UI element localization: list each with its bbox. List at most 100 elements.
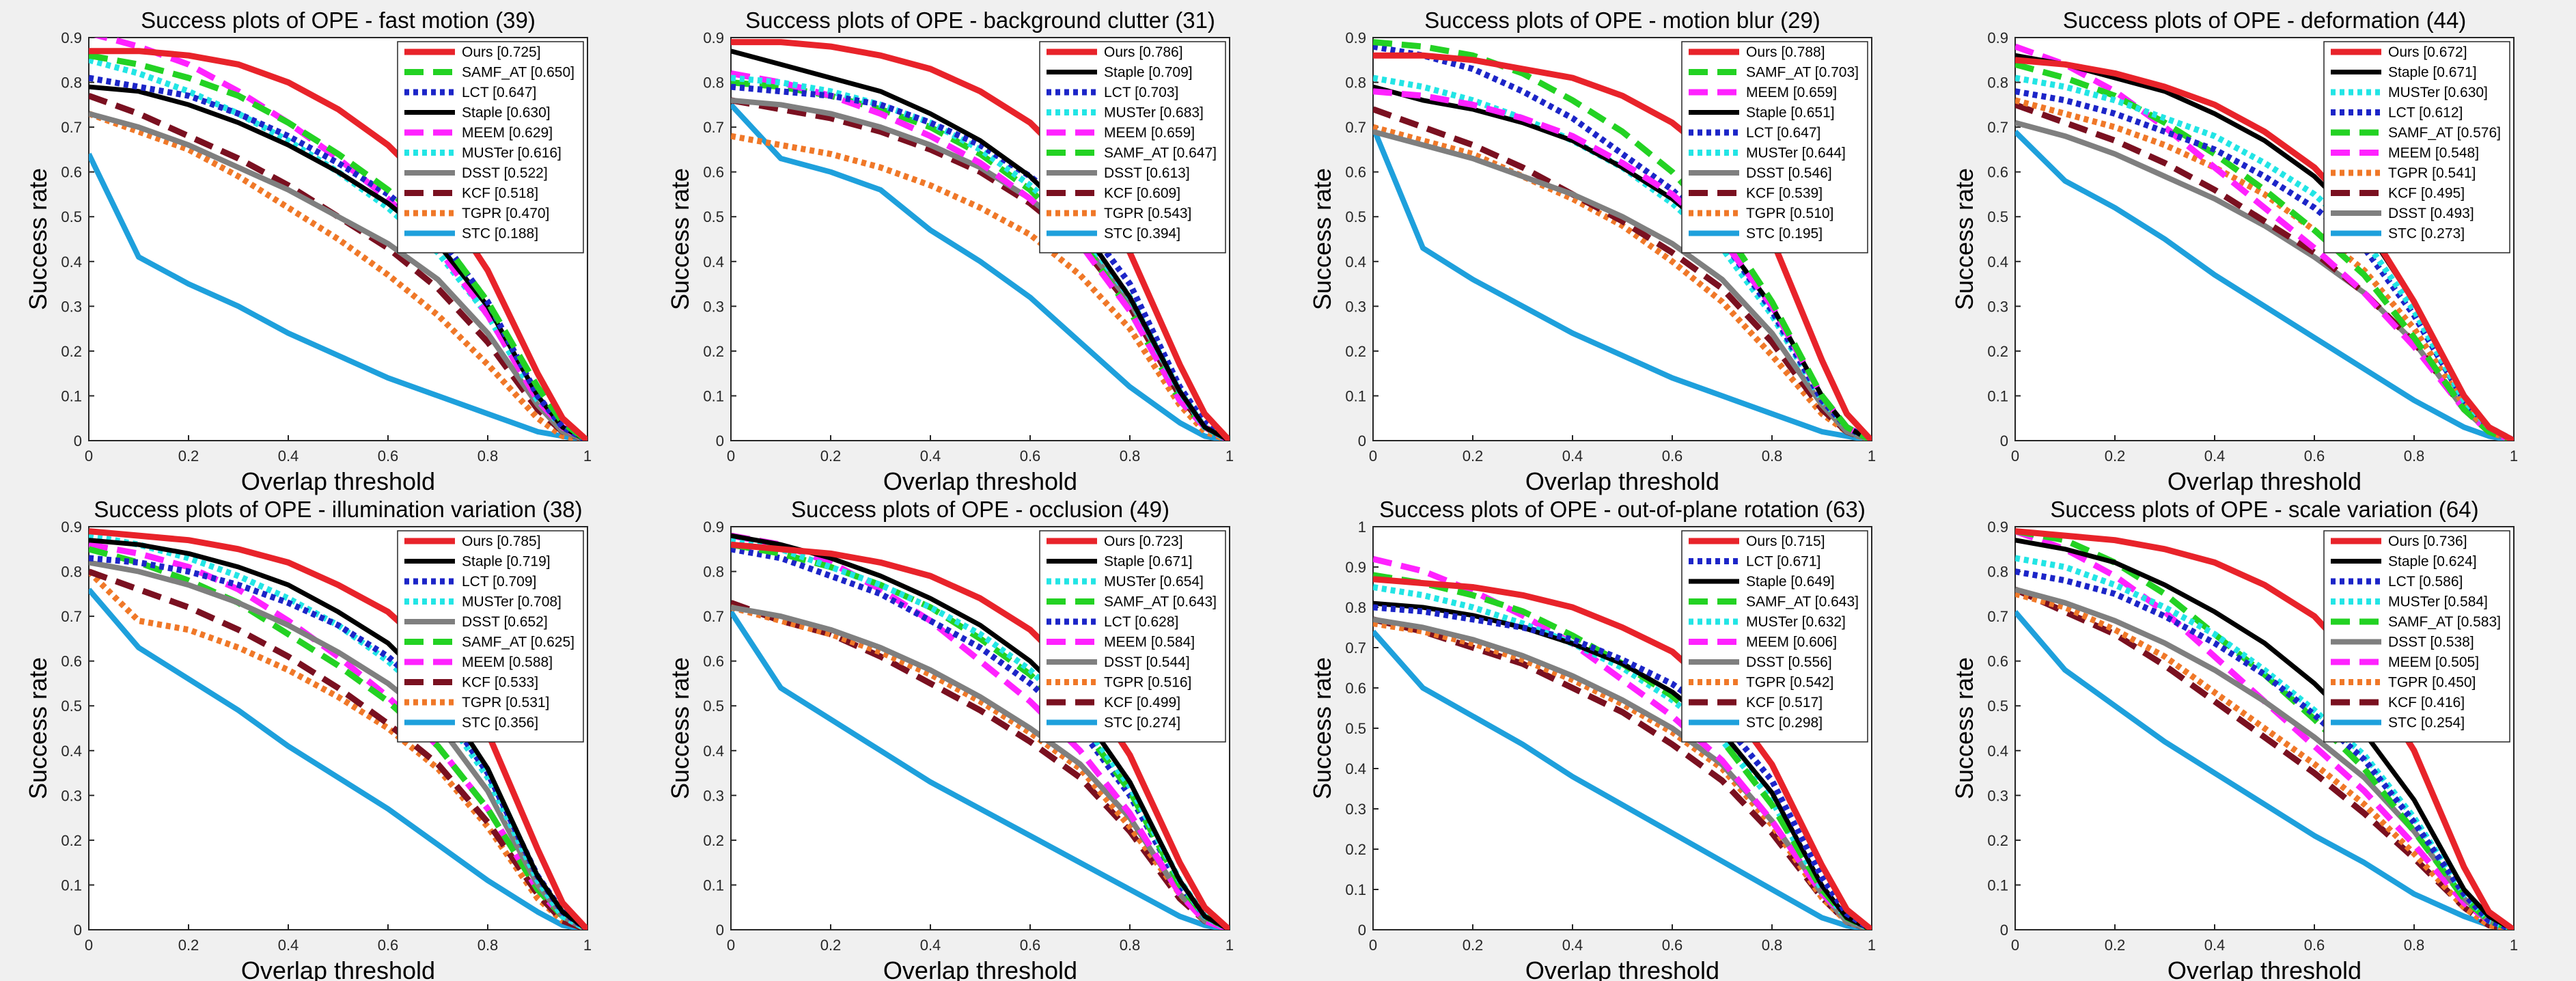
legend-label: TGPR [0.450] [2388, 675, 2476, 691]
y-tick-label: 0.2 [61, 343, 82, 360]
y-tick-label: 0.9 [1987, 29, 2008, 46]
y-tick-label: 0 [2000, 432, 2008, 450]
y-tick-label: 0 [1358, 432, 1366, 450]
legend-label: DSST [0.538] [2388, 635, 2474, 650]
chart-title: Success plots of OPE - motion blur (29) [1424, 8, 1820, 33]
series-group [1373, 555, 1872, 930]
legend-label: DSST [0.493] [2388, 206, 2474, 221]
x-axis-label: Overlap threshold [241, 467, 435, 495]
y-axis-label: Success rate [666, 657, 694, 799]
series-line-stc [731, 610, 1230, 930]
series-group [1373, 39, 1872, 441]
y-tick-label: 0.7 [1345, 639, 1366, 657]
legend-label: SAMF_AT [0.583] [2388, 614, 2501, 630]
legend-label: LCT [0.709] [462, 574, 536, 590]
series-line-muster [1373, 584, 1872, 930]
x-tick-label: 0.2 [820, 447, 842, 465]
series-line-samf-at [1373, 39, 1872, 441]
legend-label: DSST [0.544] [1104, 654, 1190, 670]
y-axis-label: Success rate [1308, 168, 1336, 310]
x-tick-label: 0 [85, 447, 93, 465]
series-line-staple [1373, 600, 1872, 930]
x-tick-label: 1 [1225, 937, 1234, 954]
series-line-lct [1373, 604, 1872, 930]
legend-label: MEEM [0.629] [462, 125, 553, 141]
series-line-staple [731, 49, 1230, 441]
x-axis-label: Overlap threshold [1525, 956, 1719, 981]
x-tick-label: 0.6 [378, 447, 399, 465]
series-line-lct [2015, 88, 2514, 441]
x-tick-label: 0.6 [1020, 447, 1041, 465]
x-tick-label: 0 [1369, 937, 1377, 954]
y-axis-label: Success rate [1308, 657, 1336, 799]
legend: Ours [0.788] SAMF_AT [0.703] MEEM [0.659] S… [1681, 41, 1868, 253]
x-tick-label: 0.6 [2304, 937, 2325, 954]
legend-label: TGPR [0.516] [1104, 675, 1191, 691]
y-tick-label: 0.4 [61, 253, 82, 271]
y-tick-label: 0.4 [1345, 253, 1366, 271]
chart-panel: Success plots of OPE - out-of-plane rota… [1308, 497, 1876, 981]
series-group [2015, 43, 2514, 441]
chart-title: Success plots of OPE - occlusion (49) [791, 497, 1169, 522]
x-tick-label: 0 [1369, 447, 1377, 465]
x-tick-label: 0.4 [920, 937, 941, 954]
legend-label: LCT [0.586] [2388, 574, 2463, 590]
y-axis-label: Success rate [24, 168, 52, 310]
x-tick-label: 0.8 [2404, 447, 2425, 465]
series-line-stc [89, 152, 587, 441]
legend-label: STC [0.274] [1104, 715, 1180, 731]
legend-label: LCT [0.628] [1104, 614, 1178, 630]
y-tick-label: 0 [1358, 922, 1366, 939]
legend: Ours [0.736] Staple [0.624] LCT [0.586] MUS… [2323, 530, 2510, 743]
legend-box [1681, 41, 1868, 253]
series-group [731, 39, 1230, 441]
x-tick-label: 0.2 [2105, 937, 2126, 954]
chart-panel: Success plots of OPE - scale variation (… [1950, 497, 2518, 981]
legend-label: MUSTer [0.584] [2388, 594, 2488, 610]
chart-panel: Success plots of OPE - illumination vari… [24, 497, 592, 981]
series-line-staple [89, 84, 587, 441]
y-tick-label: 0.4 [1345, 760, 1366, 777]
y-tick-label: 0.4 [703, 253, 724, 271]
x-tick-label: 0.8 [2404, 937, 2425, 954]
y-tick-label: 0.7 [1987, 119, 2008, 136]
x-tick-label: 0.8 [1120, 447, 1141, 465]
x-tick-label: 0.6 [378, 937, 399, 954]
y-tick-label: 0.1 [1345, 881, 1366, 898]
legend-label: STC [0.298] [1746, 715, 1823, 731]
series-line-lct [1373, 43, 1872, 441]
legend-label: KCF [0.518] [462, 186, 538, 202]
y-tick-label: 0.1 [61, 387, 82, 404]
legend-label: MEEM [0.588] [462, 654, 553, 670]
legend-label: DSST [0.613] [1104, 165, 1190, 181]
chart-panel: Success plots of OPE - motion blur (29) O… [1308, 8, 1876, 495]
series-line-ours [1373, 52, 1872, 441]
x-tick-label: 0 [85, 937, 93, 954]
legend-label: MEEM [0.548] [2388, 146, 2479, 161]
legend-label: MEEM [0.659] [1104, 125, 1195, 141]
y-tick-label: 0.3 [703, 787, 724, 804]
y-tick-label: 0.6 [703, 164, 724, 181]
legend-label: KCF [0.499] [1104, 695, 1180, 710]
series-group [89, 38, 587, 441]
series-line-stc [2015, 609, 2514, 930]
legend-label: KCF [0.533] [462, 675, 538, 691]
series-group [89, 528, 587, 930]
legend-label: STC [0.273] [2388, 226, 2465, 242]
legend-box [2323, 530, 2510, 743]
y-tick-label: 0.9 [1987, 519, 2008, 536]
legend-label: STC [0.254] [2388, 715, 2465, 731]
y-tick-label: 0.2 [1345, 841, 1366, 858]
y-tick-label: 0.5 [703, 697, 724, 715]
legend: Ours [0.785] Staple [0.719] LCT [0.709] MUS… [397, 530, 584, 743]
y-tick-label: 0.5 [1987, 208, 2008, 225]
legend-label: TGPR [0.531] [462, 695, 549, 710]
legend-label: MEEM [0.659] [1746, 85, 1837, 100]
x-tick-label: 0.8 [1120, 937, 1141, 954]
y-tick-label: 0.3 [61, 787, 82, 804]
series-line-ours [2015, 57, 2514, 441]
series-line-ours [2015, 528, 2514, 930]
y-tick-label: 0.1 [1345, 387, 1366, 404]
legend-label: TGPR [0.543] [1104, 206, 1191, 221]
legend-label: LCT [0.647] [462, 85, 536, 100]
